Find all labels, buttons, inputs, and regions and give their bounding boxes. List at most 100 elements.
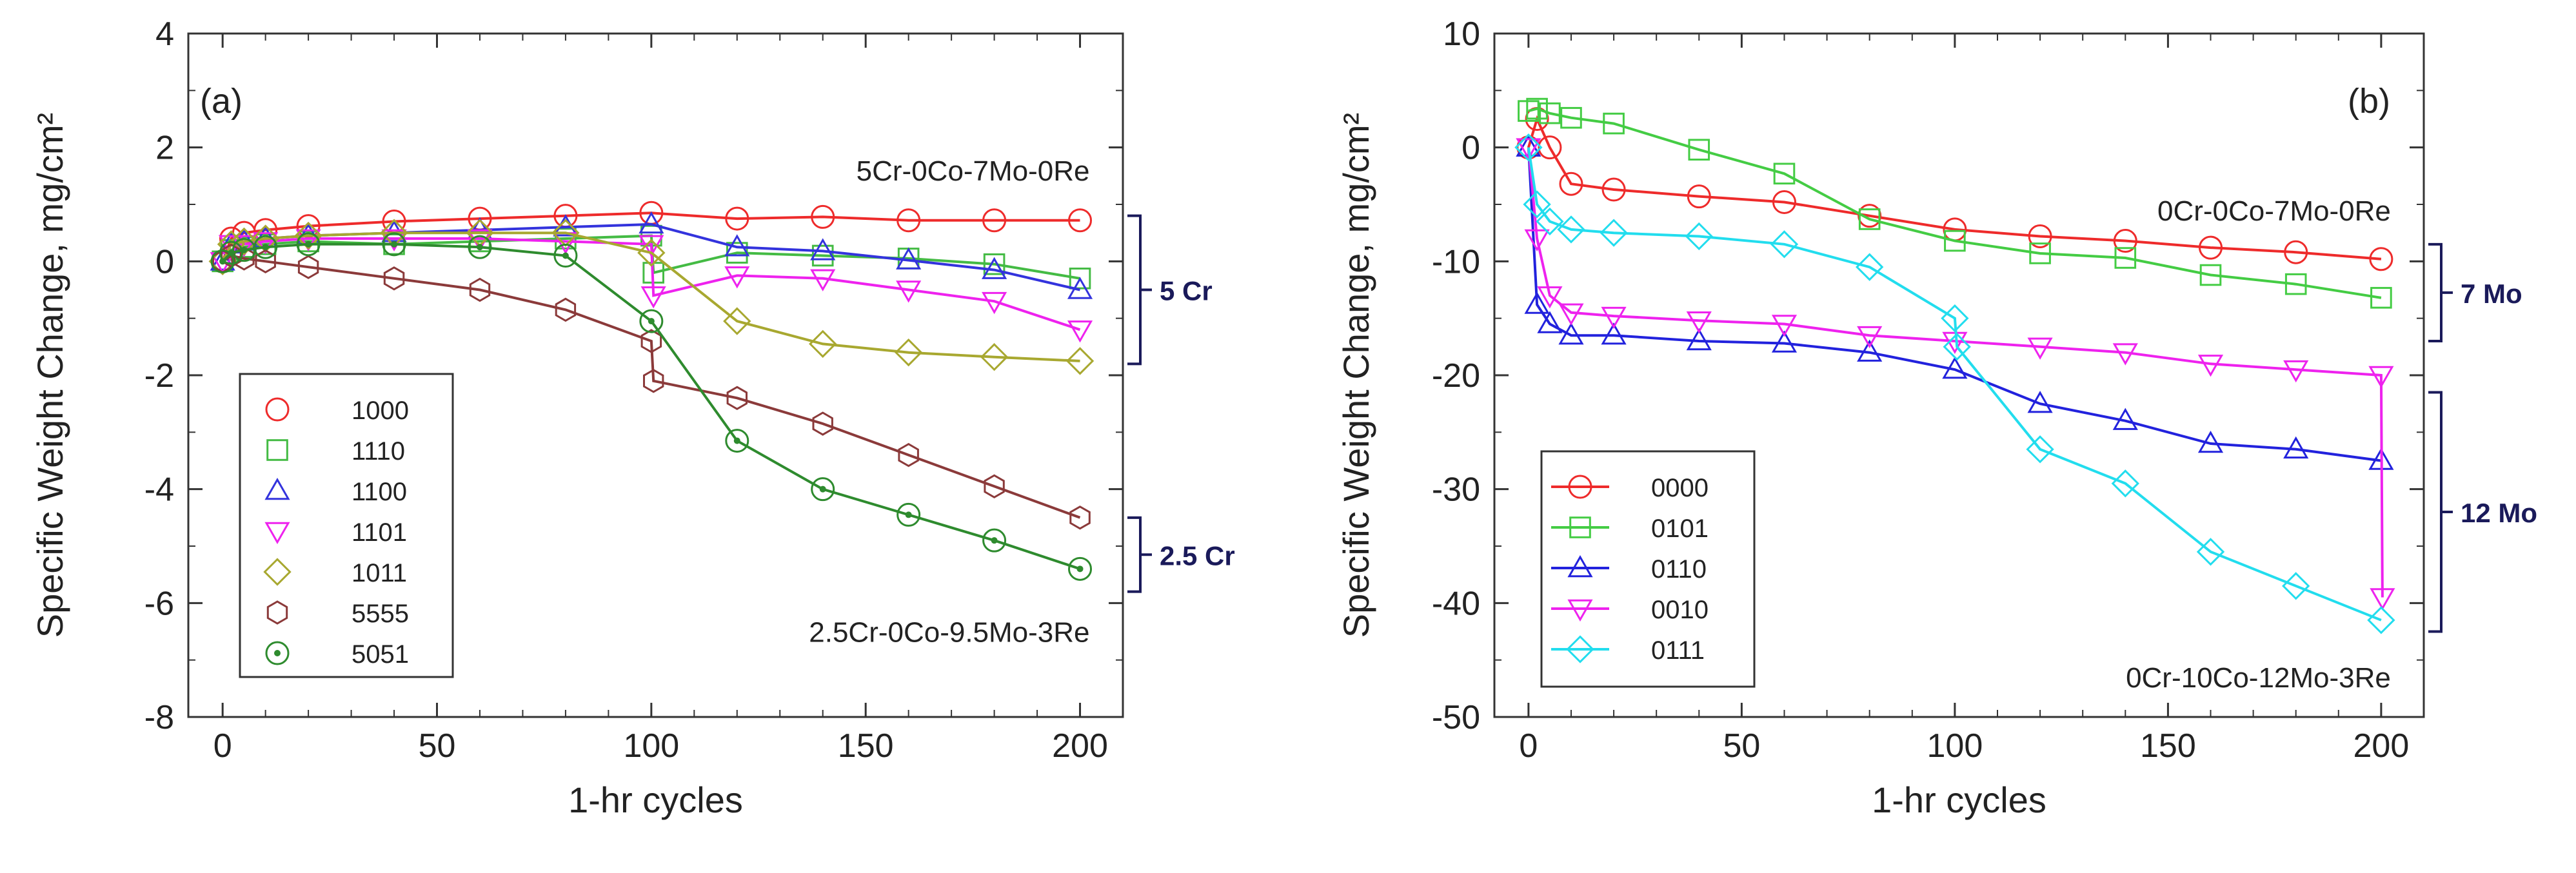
- series-4-point-14: [2367, 606, 2395, 634]
- series-6-point-13-ring: [1068, 556, 1093, 581]
- series-6-point-6-dot: [476, 244, 483, 251]
- series-2-point-2: [1537, 311, 1563, 333]
- series-2-point-0: [210, 248, 235, 271]
- annotation-label: 2.5Cr-0Co-9.5Mo-3Re: [809, 617, 1089, 649]
- series-6-point-9-ring: [725, 429, 749, 453]
- panel-label: (b): [2348, 82, 2390, 121]
- series-5-point-11: [812, 411, 833, 436]
- series-3-point-11: [2197, 355, 2224, 377]
- series-2-point-10: [810, 238, 836, 260]
- y-tick-label: -20: [1432, 357, 1480, 395]
- series-3-point-12: [896, 280, 922, 303]
- y-tick-label: 0: [1461, 130, 1480, 167]
- y-tick-label: -2: [144, 357, 174, 395]
- series-3-point-5: [1686, 311, 1712, 334]
- annotation-label: 0Cr-0Co-7Mo-0Re: [2157, 195, 2391, 227]
- legend-label: 0010: [1651, 596, 1709, 624]
- series-0-point-10: [2113, 229, 2137, 253]
- series-1-point-6: [1773, 162, 1796, 185]
- y-tick-label: -40: [1432, 585, 1480, 622]
- annotation-label: 0Cr-10Co-12Mo-3Re: [2126, 662, 2391, 694]
- series-4-point-10: [809, 329, 837, 358]
- series-2-point-13: [1067, 277, 1093, 299]
- y-tick-label: -50: [1432, 699, 1480, 736]
- series-6-point-7: [553, 244, 578, 268]
- y-tick-label: -6: [144, 585, 174, 622]
- series-4-point-6: [1770, 230, 1799, 259]
- series-line-0110: [1527, 147, 2382, 462]
- series-5-point-12: [898, 442, 919, 467]
- y-tick-label: 0: [155, 243, 174, 280]
- annotation-label: 5Cr-0Co-7Mo-0Re: [857, 155, 1090, 187]
- series-0-point-9: [725, 206, 749, 231]
- series-legend-5-point-0: [266, 600, 288, 625]
- series-legend-3-point-0: [1567, 599, 1593, 622]
- legend-label: 0000: [1651, 474, 1709, 502]
- series-6-point-5: [382, 232, 406, 257]
- series-legend-1-point-0: [266, 439, 288, 461]
- bracket-label: 7 Mo: [2461, 279, 2522, 309]
- x-tick-label: 200: [1052, 727, 1108, 765]
- series-legend-1-point-0: [1569, 516, 1591, 538]
- legend-label: 1101: [352, 518, 407, 547]
- series-5-point-4: [297, 255, 319, 279]
- legend-label: 5555: [352, 600, 409, 628]
- x-tick-label: 0: [213, 727, 232, 765]
- series-4-point-3: [1557, 215, 1585, 244]
- series-4-point-5: [1685, 222, 1713, 251]
- series-3-point-6: [1771, 315, 1798, 337]
- series-6-point-4-ring: [296, 232, 321, 257]
- series-3-point-11: [810, 269, 836, 291]
- bracket-label: 12 Mo: [2461, 498, 2537, 528]
- series-3-point-0: [1516, 138, 1541, 161]
- series-5-point-9: [643, 369, 664, 393]
- series-line-1011: [221, 231, 1080, 362]
- series-6-point-7-dot: [562, 252, 569, 259]
- series-legend-2-point-0: [264, 477, 290, 500]
- series-2-point-9: [724, 234, 750, 257]
- series-2-point-6: [1771, 330, 1798, 353]
- series-6-point-4: [296, 232, 321, 257]
- series-0-point-11: [897, 208, 921, 233]
- series-6-point-6: [468, 235, 492, 259]
- series-4-point-4: [294, 221, 322, 250]
- y-tick-label: -10: [1432, 243, 1480, 280]
- series-1-point-7: [555, 228, 577, 250]
- series-line-0101: [1528, 107, 2382, 299]
- series-2-point-4: [1601, 322, 1627, 345]
- series-6-point-6-ring: [468, 235, 492, 259]
- series-1-point-2: [1539, 102, 1561, 124]
- series-4-point-0: [1514, 133, 1543, 162]
- series-6-point-7-ring: [553, 244, 578, 268]
- legend-box: [239, 373, 454, 678]
- series-6-point-4-dot: [305, 240, 312, 248]
- series-legend-6-point-0: [265, 641, 290, 665]
- series-line-0000: [1527, 115, 2382, 260]
- series-6-point-8-dot: [648, 318, 655, 325]
- series-1-point-8: [1944, 230, 1966, 252]
- series-6-point-3: [253, 235, 278, 259]
- series-6-point-8-ring: [639, 309, 664, 333]
- series-line-5051: [221, 242, 1081, 571]
- series-6-point-0: [210, 249, 235, 273]
- series-2-point-3: [1558, 322, 1584, 345]
- series-2-point-11: [2197, 430, 2224, 453]
- series-3-point-14: [1067, 320, 1093, 343]
- series-4-point-10: [2026, 435, 2054, 464]
- series-3-point-13: [982, 291, 1007, 315]
- x-tick-label: 50: [1723, 727, 1760, 765]
- series-4-point-12: [2196, 538, 2225, 566]
- series-1-point-0: [1518, 100, 1540, 122]
- series-1-point-9: [2029, 242, 2051, 264]
- series-3-point-12: [2283, 360, 2309, 383]
- series-5-point-14: [1069, 505, 1091, 530]
- chart-panel-a: 0 50 100 150 200 -8 -6 -4 -2 0 2 4 1-hr cycles Specif…: [30, 15, 1235, 820]
- series-2-point-12: [982, 257, 1007, 279]
- series-6-point-0-dot: [219, 258, 226, 265]
- series-4-point-12: [980, 343, 1009, 371]
- series-3-point-14: [2370, 588, 2395, 611]
- series-6-point-3-ring: [253, 235, 278, 259]
- series-6-point-11-ring: [897, 502, 921, 527]
- series-4-point-2: [230, 227, 259, 256]
- series-0-point-12: [2284, 240, 2308, 264]
